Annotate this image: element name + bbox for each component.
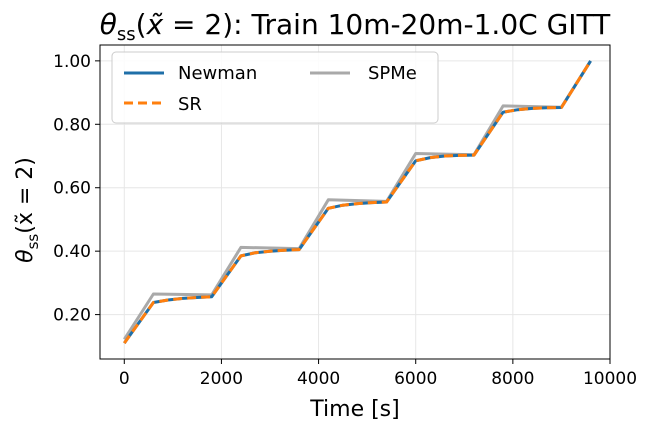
x-tick-label: 10000 — [583, 369, 637, 389]
y-tick-label: 1.00 — [53, 52, 91, 72]
y-tick-label: 0.20 — [53, 306, 91, 326]
legend-label-sr: SR — [178, 94, 202, 115]
y-tick-label: 0.60 — [53, 179, 91, 199]
x-axis: 0 2000 4000 6000 8000 10000 — [119, 359, 637, 389]
y-axis: 0.20 0.40 0.60 0.80 1.00 — [53, 52, 100, 326]
x-tick-label: 2000 — [200, 369, 243, 389]
legend-label-newman: Newman — [178, 63, 257, 84]
series-layer — [123, 60, 592, 344]
legend: Newman SR SPMe — [111, 51, 439, 124]
series-line-sr — [123, 60, 592, 344]
y-tick-label: 0.40 — [53, 242, 91, 262]
y-axis-title: θss(x̃ = 2) — [13, 157, 42, 263]
plot-frame — [99, 44, 611, 360]
y-tick-label: 0.80 — [53, 115, 91, 135]
x-tick-label: 6000 — [394, 369, 437, 389]
series-line-spme — [123, 60, 592, 341]
x-axis-title: Time [s] — [309, 397, 399, 422]
legend-label-spme: SPMe — [368, 63, 417, 84]
legend-box — [111, 51, 439, 124]
x-tick-label: 4000 — [297, 369, 340, 389]
x-tick-label: 8000 — [491, 369, 534, 389]
chart-title: θss(x̃ = 2): Train 10m-20m-1.0C GITT — [100, 8, 611, 45]
x-tick-label: 0 — [119, 369, 130, 389]
